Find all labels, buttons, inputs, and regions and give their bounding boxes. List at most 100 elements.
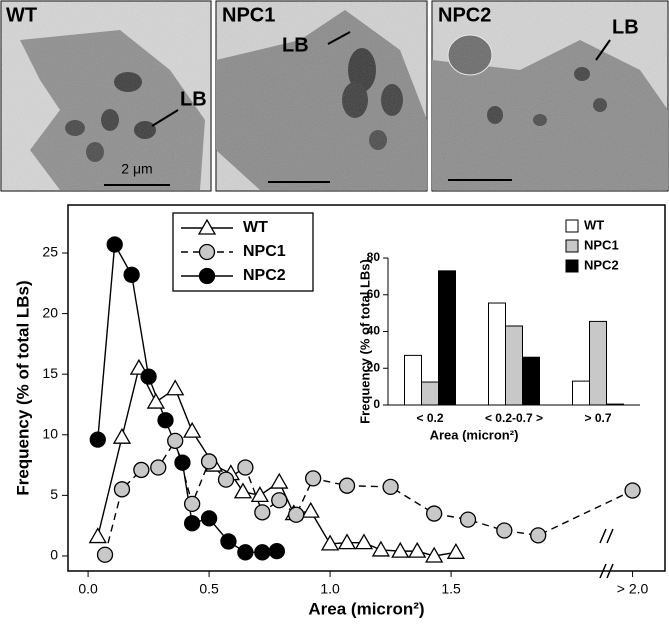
y-tick-label: 0 (373, 397, 380, 411)
legend-marker (198, 243, 216, 261)
x-tick-label: > 0.7 (584, 411, 611, 425)
marker (301, 501, 320, 518)
bar (488, 302, 506, 406)
marker (371, 540, 391, 557)
legend-swatch (565, 239, 579, 253)
bar (404, 354, 422, 406)
y-tick-label: 5 (50, 486, 58, 502)
marker (233, 482, 253, 499)
marker (140, 368, 157, 385)
marker (146, 392, 165, 409)
marker (237, 459, 254, 476)
marker (183, 515, 201, 532)
micrograph-wt (0, 0, 212, 192)
series-line (97, 366, 457, 557)
y-tick-label: 0 (50, 547, 58, 563)
legend-marker (197, 218, 217, 235)
marker (254, 544, 271, 561)
y-tick-label: 25 (42, 244, 58, 260)
marker (459, 511, 477, 528)
marker (354, 533, 374, 550)
marker (113, 481, 131, 498)
marker (150, 459, 167, 476)
marker (106, 236, 123, 253)
marker (237, 544, 254, 561)
y-axis-label: Frequency (% of total LBs) (13, 280, 32, 495)
legend-marker (198, 267, 216, 285)
marker (270, 472, 289, 489)
x-axis-label: Area (micron²) (430, 427, 519, 442)
marker (200, 453, 218, 470)
panel-label: WT (6, 4, 37, 26)
legend-label: NPC2 (584, 257, 619, 272)
marker (112, 427, 132, 444)
legend-label: WT (584, 217, 604, 232)
marker (167, 432, 184, 449)
marker (183, 495, 201, 513)
bar (589, 320, 607, 406)
y-tick-label: 80 (367, 250, 381, 264)
micrograph-npc2 (431, 0, 669, 192)
marker (174, 454, 191, 471)
marker (320, 534, 340, 551)
panel-label: NPC1 (222, 4, 275, 26)
marker (382, 478, 399, 496)
y-tick-label: 40 (367, 324, 381, 338)
y-tick-label: 20 (42, 304, 58, 320)
x-tick-label: < 0.2 (416, 411, 443, 425)
marker (220, 533, 237, 550)
y-tick-label: 10 (42, 425, 58, 441)
axis-break (599, 528, 614, 544)
marker (268, 542, 285, 560)
bar (421, 381, 439, 406)
marker (624, 482, 641, 499)
x-tick-label: 1.0 (320, 581, 340, 597)
plot-frame (67, 204, 666, 572)
bar (438, 270, 456, 406)
marker (288, 506, 305, 523)
marker (166, 379, 185, 396)
x-tick-label: 1.5 (441, 581, 461, 597)
marker (391, 541, 410, 558)
lb-annotation: LB (282, 34, 309, 56)
marker (408, 541, 427, 558)
marker (88, 527, 107, 544)
marker (338, 477, 356, 494)
marker (96, 546, 114, 563)
marker (425, 546, 444, 563)
marker (89, 431, 106, 448)
marker (157, 412, 174, 429)
marker (254, 504, 271, 521)
legend-swatch (565, 259, 579, 273)
micrograph-npc1 (215, 0, 428, 192)
marker (200, 510, 218, 527)
x-tick-label: 0.5 (199, 581, 219, 597)
marker (133, 461, 150, 479)
x-tick-label: 0.0 (78, 581, 98, 597)
x-tick-label: > 2.0 (617, 581, 649, 597)
y-tick-label: 60 (367, 287, 381, 301)
axis-break (599, 563, 614, 579)
legend-swatch (565, 219, 579, 233)
marker (425, 505, 443, 522)
lb-annotation: LB (180, 88, 207, 110)
x-tick-label: < 0.2-0.7 > (485, 411, 543, 425)
legend-label: NPC1 (243, 243, 286, 260)
marker (250, 486, 270, 503)
marker (123, 266, 140, 283)
bar (522, 356, 540, 406)
legend-label: NPC2 (243, 267, 286, 284)
scale-label: 2 μm (121, 161, 152, 177)
marker (217, 471, 235, 488)
bar (505, 325, 523, 406)
marker (183, 421, 202, 438)
y-tick-label: 15 (42, 365, 58, 381)
marker (530, 527, 547, 544)
x-axis-label: Area (micron²) (308, 599, 424, 618)
lb-annotation: LB (612, 16, 639, 38)
legend-label: WT (243, 219, 268, 236)
panel-label: NPC2 (438, 4, 491, 26)
marker (304, 470, 322, 487)
